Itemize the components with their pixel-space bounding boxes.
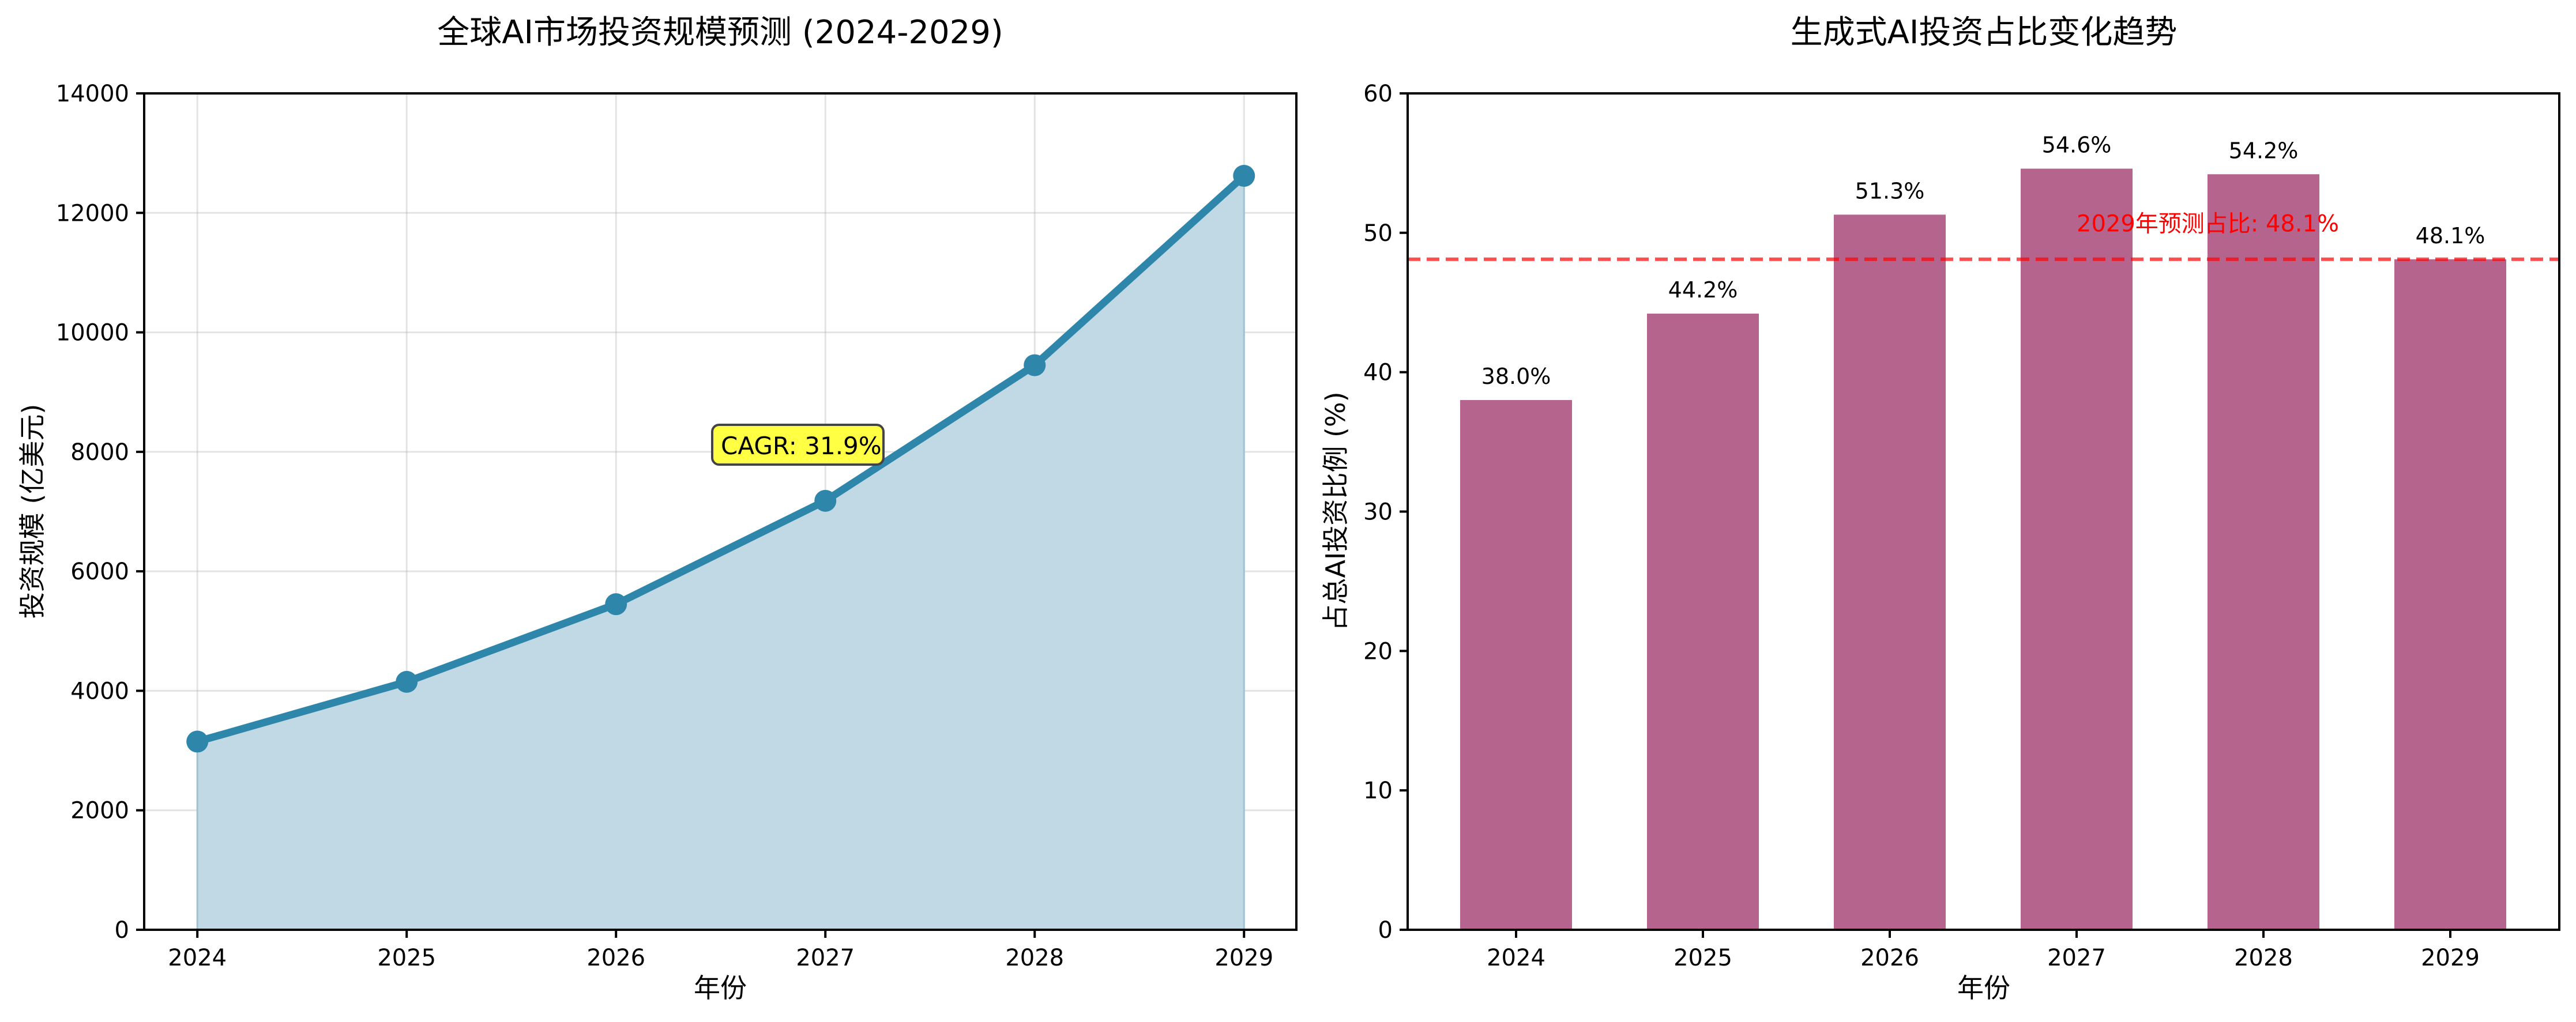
left-x-tick-label: 2026 [586, 945, 645, 971]
bar-2028 [2208, 174, 2319, 930]
left-y-tick-label: 6000 [70, 559, 129, 585]
left-ticks: 0 2000 4000 6000 8000 10000 12000 14000 2024 2025… [56, 81, 1273, 971]
cagr-annotation-box [711, 424, 885, 466]
cagr-annotation-text: CAGR: 31.9% [721, 432, 882, 460]
bar-2027 [2021, 168, 2133, 930]
left-x-tick-label: 2029 [1214, 945, 1273, 971]
bar-value-label-2025: 44.2% [1668, 277, 1738, 303]
bar-2029 [2394, 259, 2506, 930]
left-y-tick-label: 14000 [56, 81, 129, 107]
bar-2025 [1647, 314, 1759, 930]
right-y-tick-label: 40 [1363, 360, 1393, 386]
bar-2026 [1834, 214, 1946, 930]
left-x-tick-label: 2024 [168, 945, 227, 971]
investment-scale-chart: 全球AI市场投资规模预测 (2024-2029) 0 2000 4000 6000 80… [17, 14, 1298, 1004]
right-bars-layer: 38.0% 44.2% 51.3% 54.6% 54.2% 48.1% [1460, 133, 2506, 930]
reference-line-label: 2029年预测占比: 48.1% [2077, 210, 2339, 237]
right-x-tick-label: 2025 [1674, 945, 1732, 971]
reference-line-layer: 2029年预测占比: 48.1% [1408, 210, 2559, 261]
left-y-tick-label: 12000 [56, 200, 129, 227]
investment-point-2025 [396, 670, 418, 693]
right-y-tick-label: 50 [1363, 220, 1393, 247]
investment-point-2024 [186, 730, 209, 753]
bar-2024 [1460, 400, 1572, 930]
right-x-axis-label: 年份 [1957, 972, 2010, 1004]
left-y-tick-label: 8000 [70, 439, 129, 466]
right-x-tick-label: 2029 [2421, 945, 2480, 971]
right-y-tick-label: 10 [1363, 778, 1393, 804]
right-x-tick-label: 2027 [2047, 945, 2106, 971]
left-area-layer [186, 165, 1255, 931]
right-y-tick-label: 60 [1363, 81, 1393, 107]
right-y-tick-label: 30 [1363, 499, 1393, 526]
right-x-tick-label: 2026 [1860, 945, 1919, 971]
left-plot-frame [143, 92, 1298, 931]
left-chart-title: 全球AI市场投资规模预测 (2024-2029) [437, 14, 1003, 51]
left-y-tick-label: 4000 [70, 678, 129, 704]
bar-value-label-2024: 38.0% [1481, 364, 1551, 389]
right-chart-title: 生成式AI投资占比变化趋势 [1791, 14, 2178, 51]
left-y-axis-label: 投资规模 (亿美元) [17, 404, 48, 619]
left-x-tick-label: 2028 [1005, 945, 1064, 971]
bar-value-label-2027: 54.6% [2042, 133, 2112, 158]
cagr-annotation: CAGR: 31.9% [711, 424, 885, 466]
right-ticks: 0 10 20 30 40 50 60 2024 2025 2026 2027 2028 2029 [1363, 81, 2480, 971]
left-x-axis-label: 年份 [694, 972, 747, 1004]
left-y-tick-label: 2000 [70, 798, 129, 824]
right-x-tick-label: 2028 [2234, 945, 2293, 971]
right-y-tick-label: 0 [1378, 917, 1393, 944]
right-x-tick-label: 2024 [1487, 945, 1545, 971]
left-y-tick-label: 0 [115, 917, 129, 944]
investment-point-2029 [1233, 165, 1255, 187]
investment-line [196, 173, 1247, 745]
investment-point-2028 [1024, 354, 1046, 376]
bar-value-label-2026: 51.3% [1855, 178, 1925, 203]
left-x-tick-label: 2025 [377, 945, 436, 971]
right-y-tick-label: 20 [1363, 638, 1393, 665]
genai-share-chart: 生成式AI投资占比变化趋势 38.0% 44.2% 51.3% 54.6% 54.2% 4… [1320, 14, 2560, 1004]
investment-point-2027 [814, 489, 837, 512]
left-y-tick-label: 10000 [56, 320, 129, 346]
bar-value-label-2029: 48.1% [2416, 223, 2485, 248]
left-x-tick-label: 2027 [796, 945, 855, 971]
right-y-axis-label: 占总AI投资比例 (%) [1320, 391, 1351, 631]
bar-value-label-2028: 54.2% [2229, 138, 2299, 163]
investment-point-2026 [605, 593, 627, 616]
right-plot-frame [1407, 92, 2560, 931]
